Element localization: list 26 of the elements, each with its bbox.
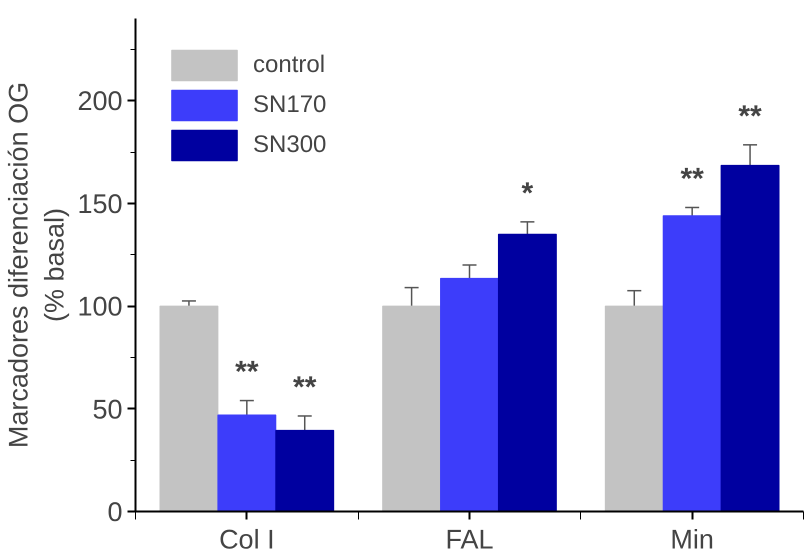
y-tick-label: 150 [77,188,123,219]
bar [440,278,499,512]
x-tick-label: Col I [219,524,275,554]
y-axis-title: Marcadores diferenciación OG (% basal) [3,82,70,448]
y-tick-label: 50 [92,394,123,424]
x-tick-label: FAL [445,524,494,554]
legend-label: SN300 [253,131,326,159]
bar [720,164,780,512]
y-tick-label: 200 [77,86,123,116]
bar [217,414,276,512]
data-label: ** [235,356,259,389]
legend-label: control [253,51,326,79]
data-label: ** [680,162,704,196]
bar [498,234,557,512]
bar [275,430,334,512]
data-label: ** [738,100,762,133]
bar [662,215,722,512]
x-tick-label: Min [670,524,714,554]
y-tick-label: 0 [107,497,123,527]
bar [604,306,664,512]
data-label: ** [293,370,317,404]
bar [159,306,218,512]
y-tick-label: 100 [77,292,123,322]
legend-label: SN170 [253,91,326,119]
bar [382,306,442,512]
data-label: * [522,176,534,210]
